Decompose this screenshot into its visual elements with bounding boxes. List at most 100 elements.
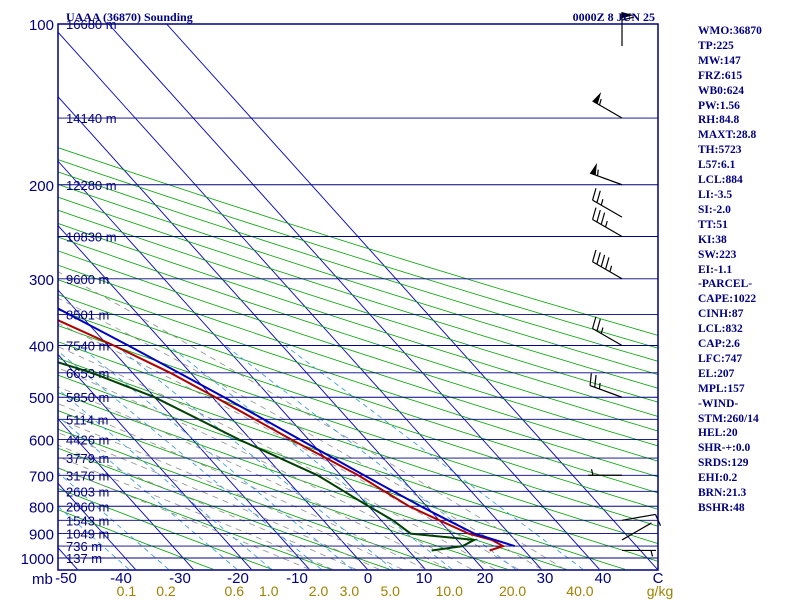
pressure-label: 900 — [29, 527, 54, 544]
index-row: MW:147 — [698, 54, 741, 67]
wind-barb-half-feather — [604, 220, 608, 228]
isotherm-line — [108, 24, 600, 570]
wind-barb-staff — [589, 385, 623, 398]
isotherm-line — [58, 418, 194, 570]
temperature-tick-label: 10 — [416, 570, 433, 587]
isotherm-line — [58, 224, 368, 570]
isotherm-line — [0, 24, 19, 569]
wind-barb-feather — [591, 316, 597, 329]
index-row: LI:-3.5 — [698, 188, 733, 201]
height-label: 3779 m — [66, 451, 109, 466]
mixing-ratio-line — [58, 388, 272, 570]
temperature-tick-label: 30 — [537, 570, 554, 587]
isotherm-line — [58, 31, 542, 570]
index-row: LFC:747 — [698, 352, 743, 365]
wind-barb — [591, 188, 623, 218]
wind-barb-staff — [621, 522, 652, 541]
pressure-label: 1000 — [21, 551, 54, 568]
height-label: 736 m — [66, 539, 102, 554]
index-row: BRN:21.3 — [698, 487, 747, 500]
moist-adiabat — [58, 297, 542, 570]
height-label: 1049 m — [66, 527, 109, 542]
index-row: CAPE:1022 — [698, 293, 757, 306]
dry-adiabat — [58, 488, 273, 570]
wind-barb-feather — [600, 254, 606, 267]
wind-barb-feather — [621, 16, 635, 21]
sounding-time: 0000Z 8 JUN 25 — [573, 10, 655, 24]
index-row: -PARCEL- — [698, 278, 753, 291]
dry-adiabat — [58, 325, 658, 527]
isotherm-line — [58, 353, 252, 570]
mixing-ratio-label: 10.0 — [436, 583, 463, 599]
index-row: L57:6.1 — [698, 159, 736, 172]
wind-barb-feather — [596, 318, 601, 332]
moist-adiabat — [58, 322, 519, 570]
temperature-tick-label: 40 — [595, 570, 612, 587]
mixing-ratio-unit: g/kg — [647, 583, 673, 599]
wind-barb-feather — [589, 373, 592, 386]
mixing-ratio-line — [58, 472, 169, 570]
dry-adiabat — [58, 309, 658, 510]
wind-barb — [589, 162, 623, 186]
index-row: TH:5723 — [698, 144, 742, 157]
height-label: 14140 m — [66, 111, 117, 126]
pressure-label: 400 — [29, 339, 54, 356]
index-row: CAP:2.6 — [698, 338, 740, 351]
wind-barb-staff — [592, 261, 623, 280]
mixing-ratio-label: 1.0 — [259, 583, 279, 599]
mixing-ratio-line — [58, 415, 238, 570]
wind-barb — [621, 12, 635, 47]
temperature-tick-label: -30 — [169, 570, 191, 587]
index-row: FRZ:615 — [698, 69, 743, 82]
pressure-label: 600 — [29, 433, 54, 450]
wind-barb-staff — [589, 172, 623, 186]
pressure-label: 700 — [29, 468, 54, 485]
wind-barb-feather — [591, 188, 597, 201]
wind-barb-flag — [592, 92, 602, 105]
isotherm-line — [166, 24, 658, 570]
mixing-ratio-label: 3.0 — [340, 583, 360, 599]
mixing-ratio-label: 20.0 — [499, 583, 526, 599]
wind-barb — [588, 469, 622, 476]
pressure-label: 200 — [29, 178, 54, 195]
wind-barb-staff — [592, 218, 623, 238]
mixing-ratio-line — [284, 345, 584, 570]
moist-adiabat — [58, 432, 380, 570]
wind-barb-staff — [592, 199, 623, 218]
dry-adiabat — [58, 341, 658, 544]
index-row: EHI:0.2 — [698, 472, 738, 485]
temperature-unit: C — [653, 570, 664, 587]
height-label: 5114 m — [66, 412, 108, 427]
temperature-tick-label: 0 — [364, 570, 372, 587]
wind-barb-feather — [591, 207, 597, 220]
dry-adiabat — [58, 428, 449, 570]
temperature-tick-label: 20 — [477, 570, 494, 587]
mixing-ratio-line — [78, 345, 353, 570]
wind-barb-feather — [596, 190, 601, 203]
dry-adiabat — [58, 264, 658, 462]
wind-barb-feather — [604, 257, 610, 270]
index-row: SW:223 — [698, 248, 737, 261]
height-label: 2603 m — [66, 484, 109, 499]
index-row: PW:1.56 — [698, 99, 740, 112]
temperature-tick-label: -10 — [286, 570, 308, 587]
mixing-ratio-label: 5.0 — [380, 583, 400, 599]
height-label: 2060 m — [66, 499, 109, 514]
dry-adiabat — [58, 183, 658, 376]
dry-adiabat — [58, 222, 658, 417]
dewpoint-trace — [58, 361, 478, 552]
height-label: 9600 m — [66, 272, 109, 287]
index-row: SRDS:129 — [698, 457, 749, 470]
index-row: TT:51 — [698, 218, 728, 231]
dry-adiabat — [58, 250, 658, 447]
dry-adiabat — [58, 294, 658, 494]
wind-barb-feather — [600, 212, 606, 225]
height-label: 6653 m — [66, 366, 109, 381]
dry-adiabat — [58, 209, 658, 403]
station-title: UAAA (36870) Sounding — [66, 10, 193, 24]
moist-adiabat — [58, 444, 356, 570]
index-row: KI:38 — [698, 233, 727, 246]
wind-barb — [591, 207, 623, 238]
height-label: 5850 m — [66, 390, 109, 405]
